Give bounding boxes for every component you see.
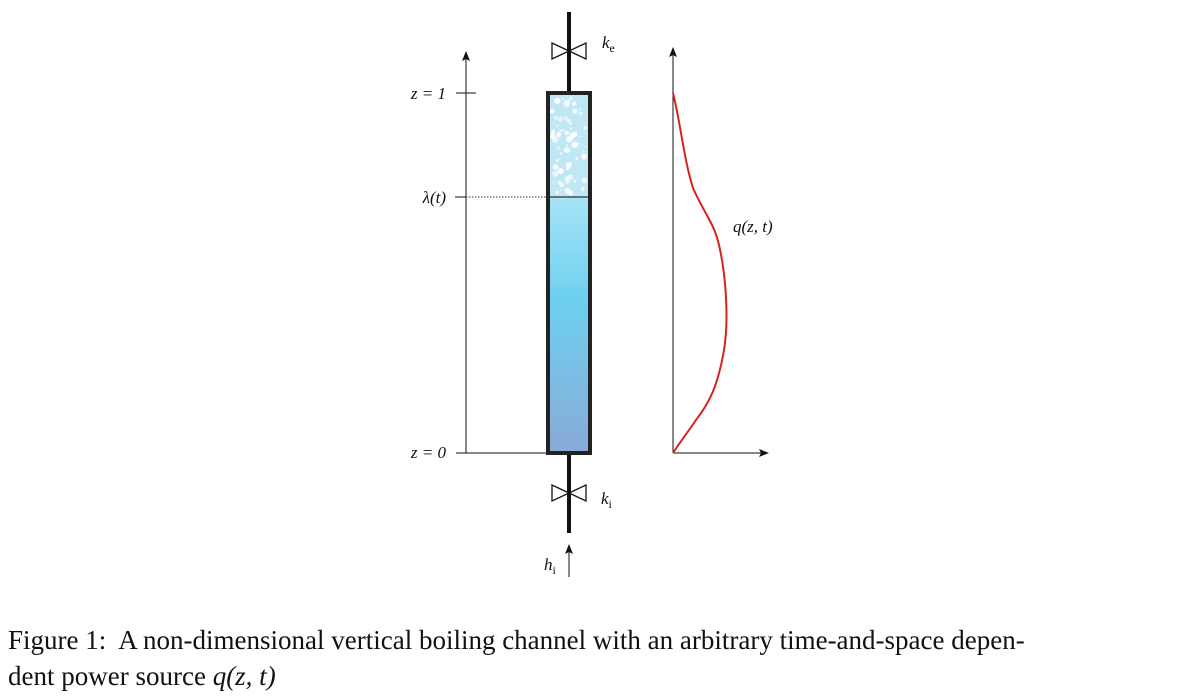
- bubble: [584, 145, 587, 148]
- lambda-label: λ(t): [422, 188, 447, 207]
- bubble: [549, 108, 555, 114]
- bubble: [555, 190, 560, 195]
- bubble: [573, 179, 577, 183]
- bubble: [559, 152, 563, 155]
- bubble: [581, 187, 585, 191]
- bubble: [578, 108, 581, 111]
- bubble: [550, 133, 556, 139]
- bubble: [563, 100, 571, 107]
- bubble: [556, 146, 560, 150]
- bubble: [562, 129, 565, 132]
- bubble: [556, 132, 562, 138]
- bubble: [565, 179, 570, 184]
- bubble: [572, 108, 578, 114]
- bubble: [557, 116, 564, 122]
- bubble: [566, 136, 573, 143]
- bubble-pattern: [549, 96, 588, 196]
- bubble: [581, 177, 588, 183]
- bubble: [556, 159, 559, 162]
- bubble: [567, 174, 574, 181]
- bubble: [571, 102, 576, 107]
- bubble: [568, 190, 574, 196]
- bubble: [556, 98, 559, 101]
- power-curve: [672, 92, 728, 454]
- bubble: [578, 135, 581, 138]
- boiling-channel-figure: z = 1 λ(t) z = 0 ke ki hi q(z, t): [410, 12, 773, 577]
- bubble: [559, 188, 562, 191]
- power-curve-label: q(z, t): [733, 217, 773, 236]
- caption-math: q(z, t): [212, 661, 276, 691]
- bubble: [569, 127, 572, 130]
- bubble: [554, 97, 561, 105]
- bubble: [553, 164, 559, 170]
- caption-text: A non-dimensional vertical boiling chann…: [118, 625, 1025, 655]
- bubble: [566, 144, 568, 147]
- bubble: [559, 129, 563, 133]
- bubble: [559, 182, 565, 188]
- bubble: [553, 115, 558, 120]
- inlet-valve-label: ki: [601, 489, 613, 511]
- bubble: [566, 162, 572, 168]
- bubble: [569, 96, 573, 100]
- exit-valve-icon: [551, 41, 587, 61]
- bubble: [557, 168, 564, 175]
- bubble: [552, 170, 559, 177]
- liquid-region: [549, 197, 589, 453]
- inlet-valve-icon: [551, 483, 587, 503]
- caption-prefix: Figure 1:: [8, 625, 107, 655]
- bubble: [564, 147, 571, 154]
- channel-outline: [546, 91, 592, 455]
- bubble: [568, 121, 572, 126]
- bubble: [582, 150, 585, 153]
- z-top-label: z = 1: [410, 84, 446, 103]
- bubble: [550, 130, 555, 135]
- bubble: [575, 157, 579, 161]
- z-bottom-label: z = 0: [410, 443, 447, 462]
- bubble: [563, 116, 568, 120]
- bubble: [583, 154, 588, 158]
- bubble: [561, 97, 564, 100]
- bubble: [583, 125, 588, 130]
- bubble: [566, 118, 571, 123]
- inlet-enthalpy-label: hi: [544, 555, 557, 577]
- bubble: [571, 131, 578, 138]
- bubble: [556, 124, 559, 127]
- bubble: [576, 142, 579, 146]
- bubble: [552, 181, 555, 184]
- bubble: [564, 130, 569, 136]
- exit-valve-label: ke: [602, 33, 615, 55]
- bubble: [579, 111, 583, 116]
- figure-caption: Figure 1: A non-dimensional vertical boi…: [8, 622, 1178, 694]
- caption-text-line2: dent power source: [8, 661, 206, 691]
